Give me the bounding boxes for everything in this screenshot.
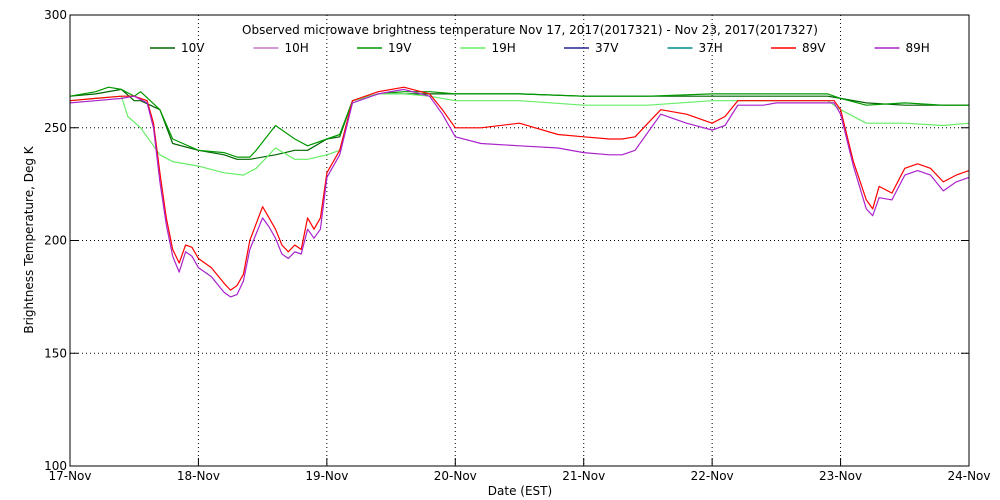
series-lines: [69, 86, 970, 298]
legend-label-89v: 89V: [802, 41, 826, 55]
legend-label-37v: 37V: [595, 41, 619, 55]
x-tick-label: 20-Nov: [434, 469, 477, 483]
x-tick-label: 22-Nov: [691, 469, 734, 483]
x-tick-label: 21-Nov: [562, 469, 605, 483]
x-tick-label: 19-Nov: [305, 469, 348, 483]
x-tick-label: 24-Nov: [947, 469, 990, 483]
legend-label-37h: 37H: [699, 41, 723, 55]
legend-label-10h: 10H: [285, 41, 309, 55]
legend-label-89h: 89H: [906, 41, 930, 55]
y-tick-label: 300: [44, 8, 67, 22]
legend-label-19v: 19V: [388, 41, 412, 55]
y-tick-label: 250: [44, 121, 67, 135]
legend: 10V 10H 19V 19H 37V 37H 89V 89H: [150, 41, 930, 55]
y-tick-label: 150: [44, 346, 67, 360]
legend-label-19h: 19H: [492, 41, 516, 55]
y-tick-label: 100: [44, 459, 67, 473]
y-axis-label: Brightness Temperature, Deg K: [22, 145, 36, 333]
x-axis-label: Date (EST): [488, 484, 552, 498]
series-line-89v: [69, 86, 970, 291]
x-tick-label: 17-Nov: [48, 469, 91, 483]
series-line-19v: [69, 86, 969, 158]
axis-ticks: 17-Nov 18-Nov 19-Nov 20-Nov 21-Nov 22-Nov 23-N…: [44, 8, 990, 483]
legend-label-10v: 10V: [181, 41, 205, 55]
y-tick-label: 200: [44, 234, 67, 248]
x-tick-label: 18-Nov: [177, 469, 220, 483]
chart-title: Observed microwave brightness temperatur…: [242, 23, 818, 37]
x-tick-label: 23-Nov: [819, 469, 862, 483]
series-line-89h: [69, 88, 970, 298]
